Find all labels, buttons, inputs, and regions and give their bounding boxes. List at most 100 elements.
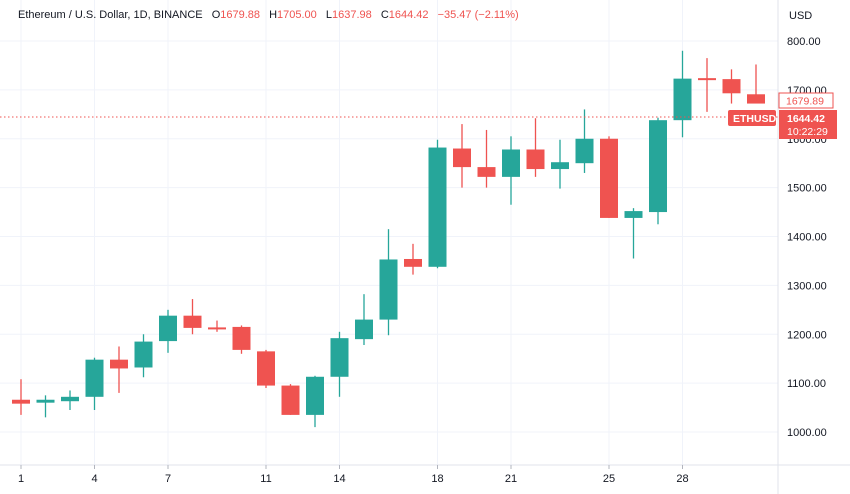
time-axis[interactable]: 1 4 7 11 14 18 21 25 28	[18, 465, 689, 485]
candle	[12, 379, 30, 415]
candle	[208, 320, 226, 332]
close-value: 1644.42	[388, 9, 429, 21]
low-value: 1637.98	[331, 9, 372, 21]
symbol-tag	[728, 110, 776, 126]
candle-body	[12, 399, 30, 404]
candle	[673, 50, 692, 138]
candle	[355, 294, 373, 346]
symbol-legend: Ethereum / U.S. Dollar, 1D, BINANCE O167…	[18, 9, 519, 21]
price-tick-label: 1500.00	[787, 183, 827, 195]
candle-body	[551, 162, 569, 170]
candle-body	[428, 147, 447, 267]
price-tick-label: 1000.00	[787, 427, 827, 439]
candle-body	[379, 259, 398, 320]
candle	[257, 349, 275, 389]
last-price-tag	[779, 110, 837, 139]
price-tick-label: 1300.00	[787, 280, 827, 292]
candle-body	[85, 359, 104, 397]
change-value: −35.47 (−2.11%)	[437, 9, 519, 21]
candle-body	[355, 319, 373, 340]
candle	[379, 229, 398, 336]
candle	[85, 357, 104, 411]
candle-body	[698, 78, 716, 81]
candle-body	[673, 78, 692, 121]
candle-body	[502, 149, 520, 177]
symbol-tag-label: ETHUSD	[733, 113, 777, 125]
candle-body	[110, 359, 128, 369]
candle	[722, 69, 741, 104]
price-tick-label: 1400.00	[787, 232, 827, 244]
candle	[526, 118, 545, 177]
candle	[747, 64, 765, 104]
candle-body	[600, 138, 618, 218]
candles	[12, 50, 765, 428]
candle-body	[183, 315, 202, 328]
candle	[61, 390, 79, 411]
candle-body	[36, 399, 55, 403]
prev-close-tag	[778, 92, 834, 109]
candle	[134, 334, 153, 378]
candle	[183, 299, 202, 335]
candle	[110, 346, 128, 393]
candle	[477, 129, 496, 188]
open-value: 1679.88	[220, 9, 261, 21]
candle	[330, 331, 349, 397]
prev-close-value: 1679.89	[786, 96, 824, 108]
candle-body	[257, 351, 275, 386]
date-tick-label: 14	[333, 473, 345, 485]
candle	[649, 117, 667, 225]
low-label: L	[325, 9, 332, 21]
candle-body	[134, 341, 153, 368]
candle	[624, 208, 643, 259]
date-tick-label: 25	[603, 473, 615, 485]
candle-body	[159, 315, 177, 342]
high-label: H	[269, 9, 278, 21]
candle	[600, 136, 618, 218]
candle	[551, 139, 569, 189]
candle	[453, 124, 471, 188]
candle	[232, 325, 251, 354]
price-axis[interactable]: USD800.001700.001600.001500.001400.00130…	[787, 10, 827, 439]
candle	[306, 375, 324, 428]
candle-body	[722, 79, 741, 94]
price-tick-label: 800.00	[787, 36, 821, 48]
open-label: O	[211, 9, 221, 21]
date-tick-label: 18	[431, 473, 443, 485]
candle-body	[649, 120, 667, 213]
candle	[575, 109, 594, 173]
date-tick-label: 1	[18, 473, 24, 485]
countdown-value: 10:22:29	[787, 126, 828, 138]
candle-body	[61, 396, 79, 402]
candle-body	[747, 94, 765, 104]
date-tick-label: 7	[165, 473, 171, 485]
candle-body	[453, 148, 471, 168]
candle	[36, 395, 55, 418]
candle	[428, 139, 447, 269]
price-tick-label: 1200.00	[787, 329, 827, 341]
candle-body	[477, 167, 496, 177]
candle-body	[575, 138, 594, 164]
candle-body	[330, 338, 349, 377]
candle	[698, 58, 716, 112]
symbol-name: Ethereum / U.S. Dollar, 1D, BINANCE	[18, 9, 203, 21]
candle-body	[232, 326, 251, 350]
candle-body	[624, 211, 643, 218]
candle	[502, 136, 520, 205]
candle-body	[208, 327, 226, 330]
date-tick-label: 21	[505, 473, 517, 485]
high-value: 1705.00	[277, 9, 317, 21]
candle-body	[526, 149, 545, 170]
candle-body	[306, 376, 324, 415]
candle	[159, 309, 177, 353]
candle-body	[404, 258, 422, 267]
close-label: C	[380, 9, 389, 21]
date-tick-label: 11	[260, 473, 271, 485]
candle	[404, 243, 422, 275]
price-tick-label: 1100.00	[787, 378, 826, 390]
last-price-value: 1644.42	[787, 113, 825, 125]
candle	[281, 384, 300, 415]
date-tick-label: 28	[676, 473, 688, 485]
